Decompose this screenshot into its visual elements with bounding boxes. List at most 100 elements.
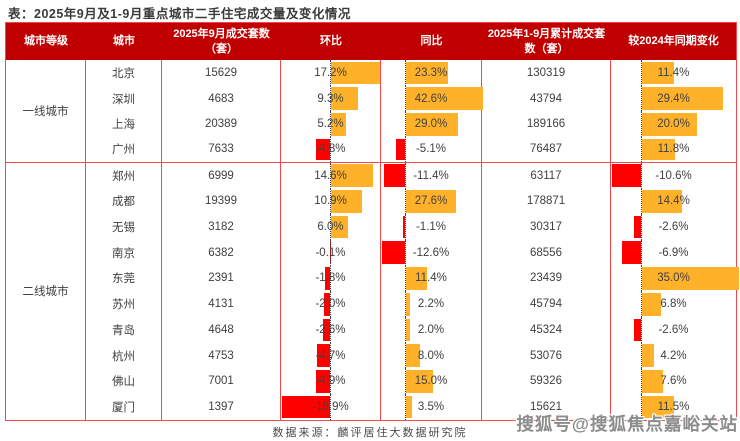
mom-change-cell-value: -16.9% bbox=[312, 400, 349, 413]
mom-change-cell-value: -4.8% bbox=[315, 143, 346, 156]
zero-baseline bbox=[330, 60, 331, 86]
zero-baseline bbox=[405, 111, 406, 138]
sep-2025-units-cell: 4683 bbox=[162, 85, 281, 112]
vs-2024-change-cell: -6.9% bbox=[611, 239, 736, 266]
vs-2024-change-cell-value: -2.6% bbox=[658, 323, 689, 336]
zero-baseline bbox=[330, 394, 331, 420]
cumulative-units-cell-value: 130319 bbox=[526, 66, 566, 79]
cumulative-units-cell: 23439 bbox=[482, 265, 611, 292]
sep-2025-units-cell: 7633 bbox=[162, 137, 281, 163]
sep-2025-units-cell: 15629 bbox=[162, 60, 281, 86]
zero-baseline bbox=[641, 342, 642, 369]
sep-2025-units-cell: 7001 bbox=[162, 368, 281, 395]
sep-2025-units-cell: 6382 bbox=[162, 239, 281, 266]
yoy-change-cell: 2.0% bbox=[381, 317, 482, 343]
vs-2024-change-cell-bar bbox=[642, 369, 664, 393]
city-cell: 青岛 bbox=[86, 317, 162, 343]
yoy-change-cell: -12.6% bbox=[381, 239, 482, 266]
vs-2024-change-cell-bar bbox=[642, 61, 674, 85]
yoy-change-cell-value: 29.0% bbox=[414, 118, 448, 131]
zero-baseline bbox=[405, 137, 406, 162]
mom-change-cell-bar bbox=[324, 267, 330, 290]
zero-baseline bbox=[641, 368, 642, 395]
city-cell-value: 深圳 bbox=[112, 93, 135, 106]
sep-2025-units-cell: 4753 bbox=[162, 342, 281, 369]
yoy-change-cell-bar bbox=[406, 318, 410, 342]
yoy-change-cell: -5.1% bbox=[381, 137, 482, 163]
zero-baseline bbox=[405, 291, 406, 318]
yoy-change-cell-bar bbox=[406, 190, 456, 213]
cumulative-units-cell: 68556 bbox=[482, 239, 611, 266]
sep-2025-units-cell-value: 19399 bbox=[205, 195, 237, 208]
zero-baseline bbox=[641, 239, 642, 266]
zero-baseline bbox=[405, 60, 406, 86]
zero-baseline bbox=[405, 239, 406, 266]
cumulative-units-cell-value: 15621 bbox=[530, 400, 562, 413]
zero-baseline bbox=[330, 162, 331, 189]
zero-baseline bbox=[330, 265, 331, 292]
vs-2024-change-cell-bar bbox=[642, 344, 654, 367]
yoy-change-cell: 11.4% bbox=[381, 265, 482, 292]
yoy-change-cell-value: 11.4% bbox=[415, 272, 447, 285]
mom-change-cell: 14.6% bbox=[281, 162, 381, 189]
vs-2024-change-cell-bar bbox=[642, 395, 674, 419]
cumulative-units-cell: 59326 bbox=[482, 368, 611, 395]
yoy-change-cell-bar bbox=[406, 292, 410, 316]
sep-2025-units-cell-value: 4683 bbox=[208, 92, 234, 105]
yoy-change-cell-value: 42.6% bbox=[414, 92, 448, 105]
vs-2024-change-cell-value: 14.4% bbox=[657, 195, 690, 208]
vs-2024-change-cell-bar bbox=[611, 164, 641, 188]
yoy-change-cell: 27.6% bbox=[381, 188, 482, 215]
vs-2024-change-cell: 29.4% bbox=[611, 85, 736, 112]
mom-change-cell-value: 5.2% bbox=[317, 118, 344, 131]
sep-2025-units-cell: 6999 bbox=[162, 162, 281, 189]
cumulative-units-cell-value: 63117 bbox=[530, 169, 562, 182]
yoy-change-cell: 3.5% bbox=[381, 394, 482, 420]
cumulative-units-cell: 76487 bbox=[482, 137, 611, 163]
sep-2025-units-cell: 2391 bbox=[162, 265, 281, 292]
mom-change-cell: -1.8% bbox=[281, 265, 381, 292]
zero-baseline bbox=[641, 394, 642, 420]
yoy-change-cell-bar bbox=[406, 344, 421, 367]
zero-baseline bbox=[405, 342, 406, 369]
vs-2024-change-cell-value: 6.8% bbox=[660, 298, 687, 311]
vs-2024-change-cell: 11.5% bbox=[611, 394, 736, 420]
city-cell-value: 青岛 bbox=[112, 324, 135, 337]
vs-2024-change-cell-value: 7.6% bbox=[660, 375, 687, 388]
tier-cell-value: 一线城市 bbox=[22, 105, 69, 118]
vs-2024-change-cell: 7.6% bbox=[611, 368, 736, 395]
mom-change-cell: -4.8% bbox=[281, 137, 381, 163]
vs-2024-change-cell-value: 20.0% bbox=[657, 118, 690, 131]
vs-2024-change-cell-bar bbox=[642, 112, 698, 136]
mom-change-cell-bar bbox=[316, 344, 330, 367]
yoy-change-cell: 29.0% bbox=[381, 111, 482, 138]
yoy-change-cell-value: -1.1% bbox=[415, 221, 447, 234]
sep-2025-units-cell-value: 20389 bbox=[205, 118, 237, 131]
mom-change-cell-bar bbox=[324, 292, 330, 316]
zero-baseline bbox=[405, 317, 406, 343]
city-cell-value: 郑州 bbox=[112, 170, 135, 183]
mom-change-cell: 6.0% bbox=[281, 214, 381, 240]
mom-change-cell-bar bbox=[331, 87, 358, 110]
zero-baseline bbox=[641, 60, 642, 86]
yoy-change-cell-bar bbox=[406, 267, 427, 290]
cumulative-units-cell: 63117 bbox=[482, 162, 611, 189]
zero-baseline bbox=[330, 214, 331, 240]
mom-change-cell-bar bbox=[331, 190, 363, 213]
yoy-change-cell-bar bbox=[382, 241, 405, 265]
city-cell: 成都 bbox=[86, 188, 162, 215]
mom-change-cell-bar bbox=[322, 318, 330, 342]
yoy-change-cell: -1.1% bbox=[381, 214, 482, 240]
yoy-change-cell: 8.0% bbox=[381, 342, 482, 369]
city-cell-value: 东莞 bbox=[112, 273, 135, 286]
city-cell-value: 苏州 bbox=[112, 299, 135, 312]
mom-change-cell-value: 10.9% bbox=[314, 195, 347, 208]
city-cell-value: 厦门 bbox=[112, 401, 135, 414]
city-cell: 苏州 bbox=[86, 291, 162, 318]
mom-change-cell-bar bbox=[331, 164, 373, 188]
yoy-change-cell-value: 8.0% bbox=[417, 349, 445, 362]
vs-2024-change-cell: 11.4% bbox=[611, 60, 736, 86]
city-cell: 郑州 bbox=[86, 162, 162, 189]
city-cell-value: 上海 bbox=[112, 119, 135, 132]
yoy-change-cell-bar bbox=[384, 164, 405, 188]
